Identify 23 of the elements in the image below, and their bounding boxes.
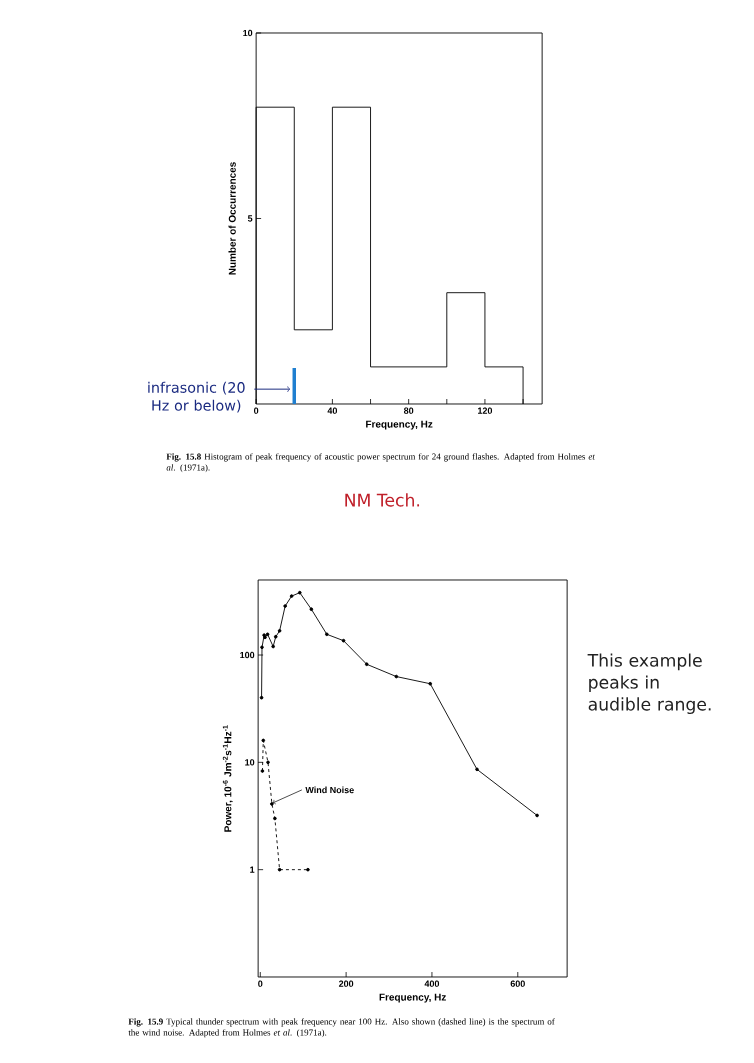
- x-tick-label: 600: [510, 980, 525, 987]
- x-tick-label: 0: [253, 407, 259, 414]
- x-tick-label: 0: [258, 980, 263, 987]
- text: NM Tech.: [345, 493, 419, 507]
- y-tick-label: 100: [240, 651, 255, 659]
- y-tick-label: 10: [245, 759, 255, 766]
- y-tick-label: 5: [247, 215, 253, 222]
- x-tick-label: 120: [477, 407, 492, 414]
- y-tick-label: 10: [243, 29, 253, 37]
- text: Fig. 15.8 Histogram of peak frequency of acoustic power spectrum for 24 ground flashes. Adapted from Holmes et al. (1971a).: [166, 453, 595, 473]
- x-axis-title: Frequency, Hz: [379, 993, 446, 1003]
- y-axis-title: Number of Occurrences: [228, 162, 236, 275]
- text: Fig. 15.9 Typical thunder spectrum with peak frequency near 100 Hz. Also shown (dashed line) is the spectrum of the wind noise. Adapted from Holmes et al. (1971a).: [128, 1018, 555, 1038]
- x-tick-label: 400: [424, 980, 439, 987]
- y-tick-label: 1: [250, 866, 255, 873]
- y-axis-title: Power, 10$^{-6}$ Jm$^{-2}$s$^{-1}$Hz$^{-1}$: [222, 725, 233, 832]
- x-axis-title: Frequency, Hz: [366, 420, 433, 430]
- x-tick-label: 200: [338, 980, 354, 987]
- x-tick-label: 80: [403, 407, 414, 414]
- annotation: infrasonic (20 Hz or below): [148, 381, 245, 413]
- annotation: Wind Noise: [305, 786, 354, 794]
- text: This example peaks in audible range.: [587, 653, 711, 714]
- x-tick-label: 40: [327, 407, 337, 414]
